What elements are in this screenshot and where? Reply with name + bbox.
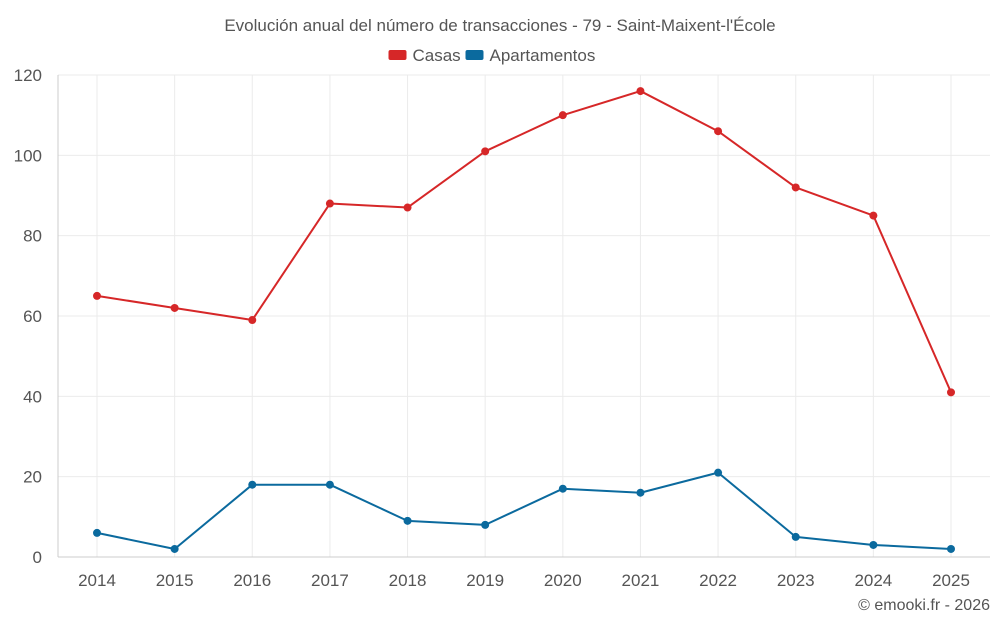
data-point-apartamentos: [481, 520, 490, 529]
data-point-casas: [93, 291, 101, 300]
x-tick-label: 2019: [466, 571, 504, 590]
data-point-casas: [869, 211, 878, 220]
data-point-apartamentos: [714, 468, 723, 477]
x-tick-label: 2016: [233, 571, 271, 590]
legend: Casas Apartamentos: [388, 46, 596, 65]
x-tick-label: 2018: [389, 571, 427, 590]
data-point-casas: [248, 316, 257, 325]
data-point-casas: [636, 87, 645, 96]
x-tick-label: 2024: [854, 571, 892, 590]
legend-swatch-casas: [388, 50, 407, 60]
data-point-apartamentos: [636, 488, 645, 497]
axes: 0 20 40 60 80 100 120 2014 2015 2016 2017 2018 2019 2…: [14, 66, 990, 590]
data-point-apartamentos: [558, 484, 567, 493]
data-point-casas: [170, 303, 179, 312]
legend-label-apartamentos: Apartamentos: [490, 46, 596, 65]
data-point-apartamentos: [170, 544, 179, 553]
data-point-casas: [403, 203, 412, 212]
data-point-casas: [714, 127, 723, 136]
x-tick-label: 2023: [777, 571, 815, 590]
data-point-casas: [325, 199, 334, 208]
data-point-apartamentos: [403, 516, 412, 525]
chart-title: Evolución anual del número de transaccio…: [224, 16, 775, 35]
data-point-apartamentos: [248, 480, 257, 489]
data-point-apartamentos: [93, 528, 101, 537]
series-line-casas: [96, 90, 952, 393]
x-tick-label: 2022: [699, 571, 737, 590]
y-tick-label: 0: [33, 548, 42, 567]
data-point-apartamentos: [947, 544, 955, 553]
x-tick-label: 2020: [544, 571, 582, 590]
data-point-apartamentos: [325, 480, 334, 489]
series-line-apartamentos: [96, 471, 952, 550]
x-tick-label: 2017: [311, 571, 349, 590]
data-point-casas: [481, 147, 490, 156]
y-tick-label: 40: [23, 387, 42, 406]
data-point-casas: [947, 388, 955, 397]
grid: [58, 74, 990, 557]
y-tick-label: 60: [23, 307, 42, 326]
x-tick-label: 2015: [156, 571, 194, 590]
legend-label-casas: Casas: [413, 46, 461, 65]
data-point-casas: [558, 111, 567, 120]
y-tick-label: 80: [23, 227, 42, 246]
y-tick-label: 100: [14, 146, 42, 165]
x-tick-label: 2025: [932, 571, 970, 590]
y-tick-label: 20: [23, 468, 42, 487]
x-tick-label: 2021: [622, 571, 660, 590]
data-point-apartamentos: [791, 532, 800, 541]
x-tick-label: 2014: [78, 571, 116, 590]
y-tick-label: 120: [14, 66, 42, 85]
credit-text: © emooki.fr - 2026: [858, 597, 990, 614]
legend-swatch-apartamentos: [465, 50, 484, 60]
data-point-apartamentos: [869, 540, 878, 549]
series: [93, 87, 955, 553]
data-point-casas: [791, 183, 800, 192]
